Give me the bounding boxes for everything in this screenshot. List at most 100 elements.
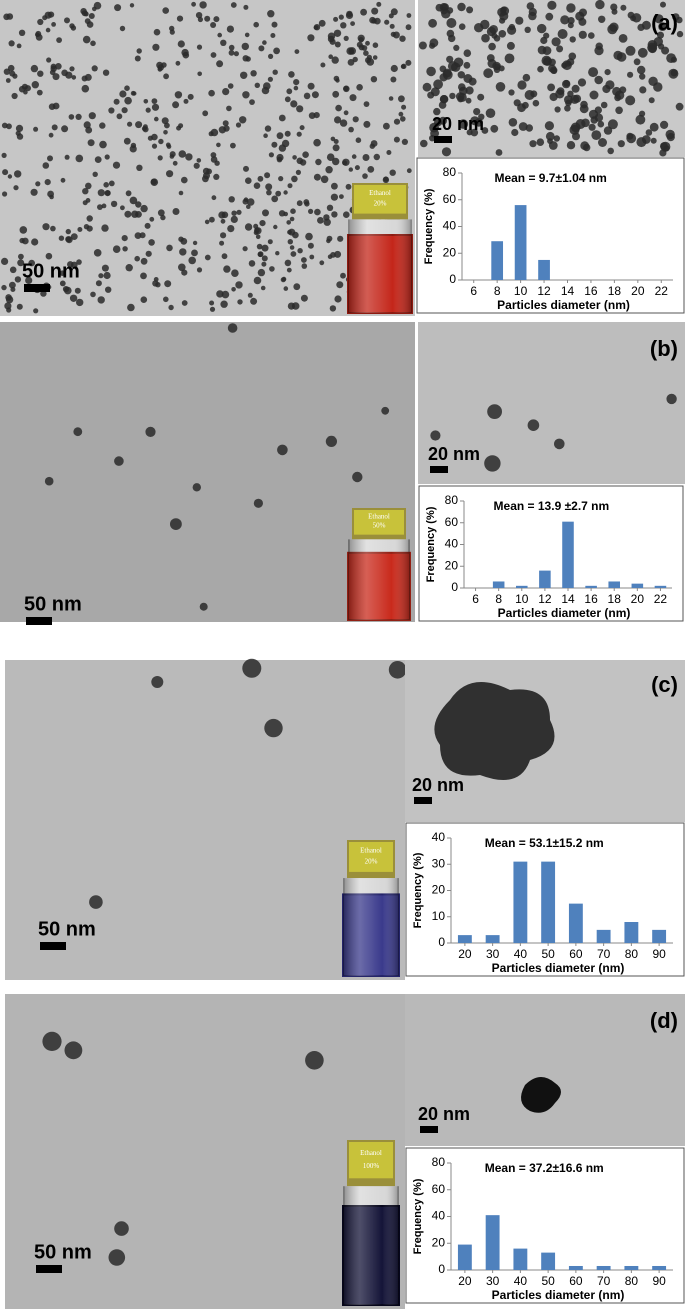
bar [514,205,527,280]
y-axis-label: Frequency (%) [412,852,424,928]
x-tick-label: 40 [514,947,528,961]
particle [301,257,307,263]
particle [588,123,596,131]
particle [511,128,519,137]
particle [428,18,437,28]
particle [579,104,589,114]
y-tick-label: 40 [432,1209,446,1223]
chart-title: Mean = 13.9 ±2.7 nm [494,499,610,513]
particle [258,45,265,52]
x-tick-label: 10 [515,592,529,606]
particle [162,7,169,14]
particle [568,52,577,61]
particle [650,137,657,144]
particle [157,155,163,161]
chart-title: Mean = 37.2±16.6 nm [485,1161,604,1175]
particle [255,234,261,240]
particle [244,223,253,231]
particle [177,40,185,48]
particle [329,305,337,312]
bar [652,929,667,943]
y-tick-label: 40 [445,537,459,551]
particle [42,223,50,231]
particle [540,36,548,45]
particle [116,113,123,120]
x-tick-label: 50 [541,1274,555,1288]
particle [567,90,574,98]
particle [291,302,300,310]
particle [112,161,121,169]
particle [401,63,407,69]
particle [506,41,515,50]
scale-bar [434,136,452,143]
particle [352,471,363,483]
particle [648,97,655,104]
particle [398,111,404,117]
bar [457,1244,472,1270]
x-tick-label: 30 [486,1274,500,1288]
particle [588,67,599,78]
particle [161,117,169,125]
particle [231,210,237,216]
y-tick-label: 80 [443,165,457,179]
particle [25,276,33,284]
particle [566,58,575,66]
particle [2,191,8,197]
particle [330,193,338,201]
particle [148,239,155,246]
particle [483,68,494,79]
y-tick-label: 20 [445,558,459,572]
particle [235,122,242,128]
particle [254,82,260,89]
scale-label: 50 nm [34,1241,92,1263]
particle [81,84,90,93]
particle [208,89,215,97]
particle [74,287,81,294]
particle [170,518,182,530]
particle [446,7,454,14]
particle [286,88,293,95]
y-tick-label: 80 [432,1155,446,1169]
particle [388,96,394,101]
particle [327,35,335,43]
particle [140,296,148,304]
particle [340,22,347,29]
particle [140,204,148,213]
particle [349,94,357,102]
particle [388,661,407,679]
particle [197,71,202,77]
y-tick-label: 0 [438,935,445,949]
particle [645,129,653,136]
particle [524,90,535,100]
chart-frame [418,485,684,622]
particle [389,169,396,176]
bar [608,581,620,588]
particle [383,122,390,130]
particle [262,209,269,217]
particle [276,132,284,140]
particle [517,80,527,90]
particle [280,277,286,283]
particle [331,56,339,64]
particle [59,280,66,287]
particle [44,11,52,19]
particle [14,276,22,283]
particle [218,126,227,134]
particle [97,189,105,197]
particle [463,61,471,69]
scale-bar [36,1265,62,1273]
chart-title: Mean = 53.1±15.2 nm [485,836,604,850]
particle [307,34,315,42]
particle [134,55,141,62]
particle [470,128,479,137]
y-tick-label: 20 [443,245,457,259]
particle [163,296,169,303]
particle [178,263,186,272]
vial-label [349,1142,393,1179]
particle [595,0,605,10]
particle [361,45,368,51]
x-tick-label: 22 [655,284,669,298]
particle [666,393,677,405]
particle [401,138,408,145]
